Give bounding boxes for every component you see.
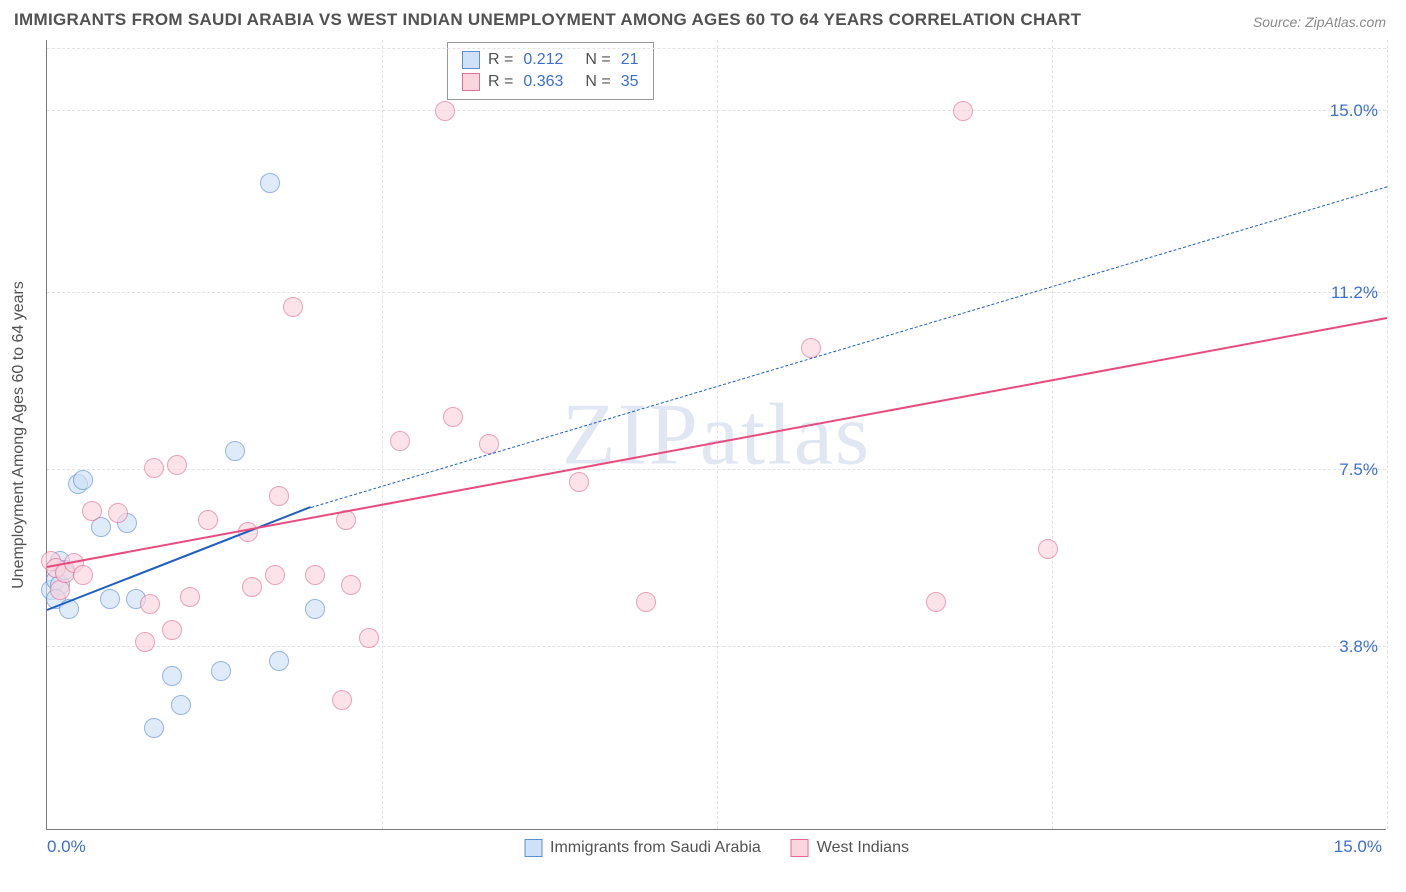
y-tick-label: 11.2% bbox=[1331, 283, 1378, 303]
data-point bbox=[443, 407, 463, 427]
data-point bbox=[73, 470, 93, 490]
data-point bbox=[1038, 539, 1058, 559]
y-tick-label: 15.0% bbox=[1330, 101, 1378, 121]
x-tick-label: 0.0% bbox=[47, 837, 86, 857]
legend-label: West Indians bbox=[817, 839, 909, 857]
source-attribution: Source: ZipAtlas.com bbox=[1253, 14, 1386, 30]
gridline-vertical bbox=[382, 40, 383, 829]
correlation-legend: R = 0.212 N = 21 R = 0.363 N = 35 bbox=[447, 42, 654, 100]
legend-swatch bbox=[791, 839, 809, 857]
data-point bbox=[260, 173, 280, 193]
r-label: R = bbox=[488, 71, 513, 93]
r-value: 0.212 bbox=[523, 49, 563, 71]
y-tick-label: 7.5% bbox=[1339, 460, 1378, 480]
chart-container: IMMIGRANTS FROM SAUDI ARABIA VS WEST IND… bbox=[0, 0, 1406, 892]
data-point bbox=[359, 628, 379, 648]
data-point bbox=[162, 620, 182, 640]
legend-item: Immigrants from Saudi Arabia bbox=[524, 839, 761, 857]
data-point bbox=[50, 580, 70, 600]
data-point bbox=[569, 472, 589, 492]
gridline-vertical bbox=[717, 40, 718, 829]
y-tick-label: 3.8% bbox=[1339, 637, 1378, 657]
data-point bbox=[108, 503, 128, 523]
legend-row: R = 0.212 N = 21 bbox=[462, 49, 639, 71]
data-point bbox=[171, 695, 191, 715]
legend-swatch bbox=[462, 73, 480, 91]
x-tick-label: 15.0% bbox=[1334, 837, 1382, 857]
data-point bbox=[341, 575, 361, 595]
n-label: N = bbox=[585, 49, 610, 71]
n-label: N = bbox=[585, 71, 610, 93]
y-axis-label: Unemployment Among Ages 60 to 64 years bbox=[10, 281, 28, 589]
data-point bbox=[636, 592, 656, 612]
data-point bbox=[198, 510, 218, 530]
gridline-vertical bbox=[1387, 40, 1388, 829]
data-point bbox=[242, 577, 262, 597]
data-point bbox=[144, 718, 164, 738]
legend-swatch bbox=[524, 839, 542, 857]
data-point bbox=[269, 486, 289, 506]
data-point bbox=[140, 594, 160, 614]
data-point bbox=[926, 592, 946, 612]
legend-label: Immigrants from Saudi Arabia bbox=[550, 839, 761, 857]
data-point bbox=[100, 589, 120, 609]
legend-item: West Indians bbox=[791, 839, 909, 857]
data-point bbox=[269, 651, 289, 671]
data-point bbox=[435, 101, 455, 121]
legend-row: R = 0.363 N = 35 bbox=[462, 71, 639, 93]
data-point bbox=[162, 666, 182, 686]
data-point bbox=[82, 501, 102, 521]
data-point bbox=[305, 565, 325, 585]
n-value: 35 bbox=[621, 71, 639, 93]
chart-title: IMMIGRANTS FROM SAUDI ARABIA VS WEST IND… bbox=[14, 10, 1081, 30]
data-point bbox=[135, 632, 155, 652]
data-point bbox=[180, 587, 200, 607]
data-point bbox=[305, 599, 325, 619]
data-point bbox=[167, 455, 187, 475]
gridline-vertical bbox=[1052, 40, 1053, 829]
n-value: 21 bbox=[621, 49, 639, 71]
series-legend: Immigrants from Saudi Arabia West Indians bbox=[524, 839, 909, 857]
data-point bbox=[390, 431, 410, 451]
plot-area: Unemployment Among Ages 60 to 64 years Z… bbox=[46, 40, 1386, 830]
data-point bbox=[265, 565, 285, 585]
legend-swatch bbox=[462, 51, 480, 69]
data-point bbox=[283, 297, 303, 317]
r-label: R = bbox=[488, 49, 513, 71]
data-point bbox=[332, 690, 352, 710]
data-point bbox=[144, 458, 164, 478]
r-value: 0.363 bbox=[523, 71, 563, 93]
data-point bbox=[211, 661, 231, 681]
data-point bbox=[953, 101, 973, 121]
data-point bbox=[225, 441, 245, 461]
data-point bbox=[73, 565, 93, 585]
